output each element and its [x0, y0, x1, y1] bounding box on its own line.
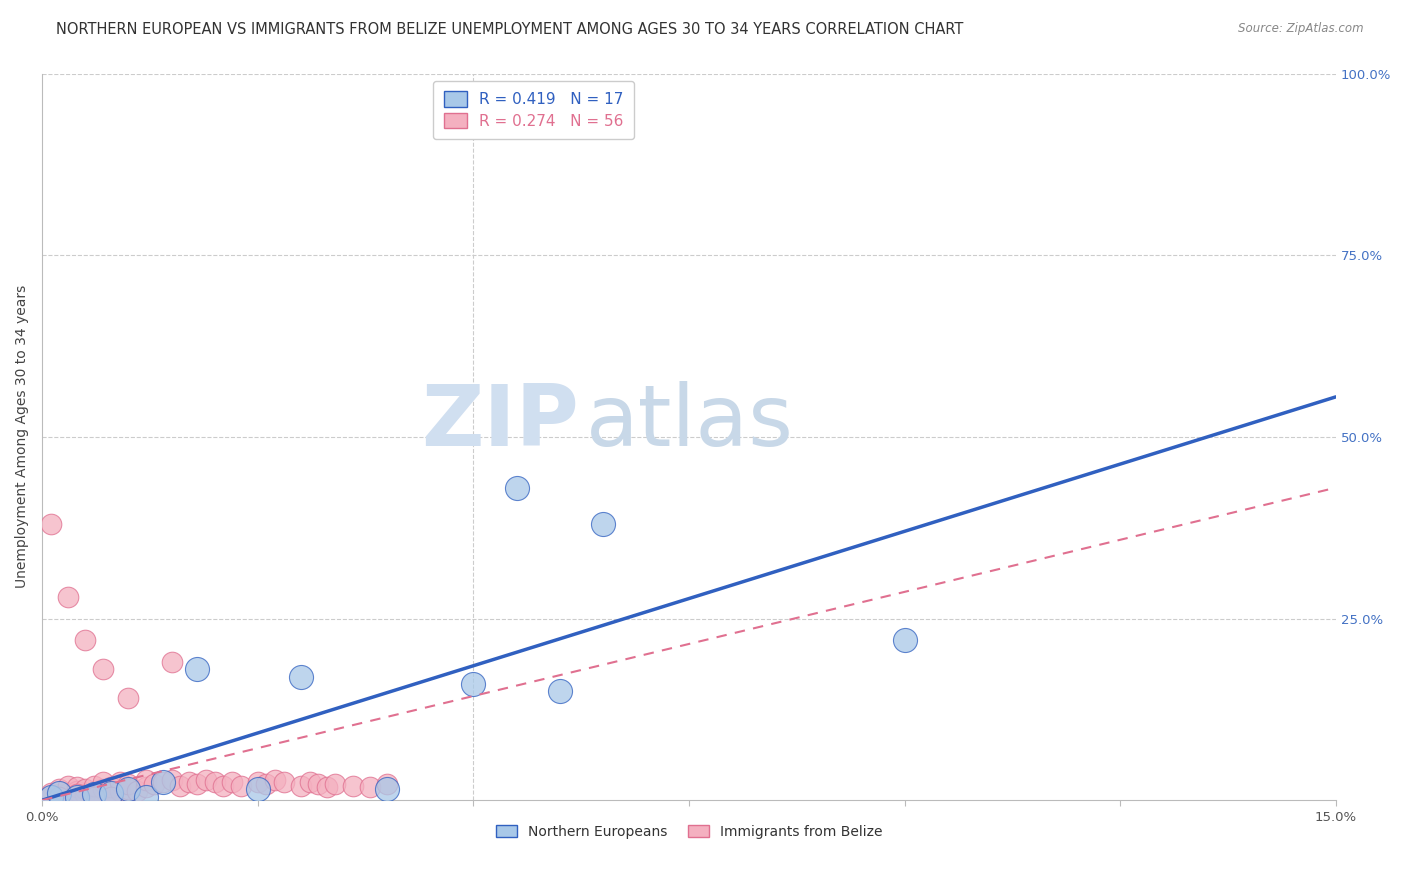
Point: [117, 777, 139, 791]
Point: [135, 780, 157, 794]
Point: [264, 772, 287, 787]
Point: [160, 655, 183, 669]
Point: [48, 788, 70, 802]
Point: [307, 777, 329, 791]
Point: [186, 662, 208, 676]
Point: [108, 775, 131, 789]
Point: [195, 772, 218, 787]
Point: [56, 786, 79, 800]
Point: [39, 786, 62, 800]
Point: [83, 789, 105, 804]
Point: [125, 784, 148, 798]
Point: [375, 782, 398, 797]
Point: [254, 777, 277, 791]
Y-axis label: Unemployment Among Ages 30 to 34 years: Unemployment Among Ages 30 to 34 years: [15, 285, 30, 589]
Point: [83, 779, 105, 793]
Point: [246, 775, 269, 789]
Point: [186, 777, 208, 791]
Text: NORTHERN EUROPEAN VS IMMIGRANTS FROM BELIZE UNEMPLOYMENT AMONG AGES 30 TO 34 YEA: NORTHERN EUROPEAN VS IMMIGRANTS FROM BEL…: [56, 22, 963, 37]
Point: [100, 789, 122, 804]
Point: [169, 779, 191, 793]
Point: [91, 662, 114, 676]
Point: [359, 780, 381, 794]
Point: [143, 777, 166, 791]
Point: [100, 780, 122, 794]
Point: [315, 780, 337, 794]
Point: [117, 782, 139, 797]
Point: [375, 777, 398, 791]
Point: [83, 786, 105, 800]
Point: [246, 782, 269, 797]
Point: [91, 775, 114, 789]
Point: [66, 789, 89, 804]
Point: [204, 775, 226, 789]
Legend: Northern Europeans, Immigrants from Belize: Northern Europeans, Immigrants from Beli…: [491, 819, 887, 844]
Text: Source: ZipAtlas.com: Source: ZipAtlas.com: [1239, 22, 1364, 36]
Point: [108, 784, 131, 798]
Point: [39, 517, 62, 532]
Point: [592, 517, 614, 532]
Point: [342, 779, 364, 793]
Point: [290, 779, 312, 793]
Point: [505, 481, 527, 495]
Point: [66, 780, 89, 794]
Point: [66, 788, 89, 802]
Text: atlas: atlas: [585, 381, 793, 464]
Point: [66, 784, 89, 798]
Point: [39, 789, 62, 804]
Point: [75, 782, 97, 797]
Point: [152, 775, 174, 789]
Point: [290, 670, 312, 684]
Point: [160, 772, 183, 787]
Point: [273, 775, 295, 789]
Point: [48, 786, 70, 800]
Point: [100, 786, 122, 800]
Point: [463, 677, 485, 691]
Point: [135, 772, 157, 787]
Point: [152, 775, 174, 789]
Point: [75, 633, 97, 648]
Point: [298, 775, 321, 789]
Point: [212, 779, 235, 793]
Point: [548, 684, 571, 698]
Point: [56, 590, 79, 604]
Point: [91, 782, 114, 797]
Point: [39, 789, 62, 804]
Point: [117, 782, 139, 797]
Point: [117, 691, 139, 706]
Point: [229, 779, 252, 793]
Point: [83, 788, 105, 802]
Point: [325, 777, 347, 791]
Point: [48, 782, 70, 797]
Point: [177, 775, 200, 789]
Point: [100, 786, 122, 800]
Point: [893, 633, 915, 648]
Point: [135, 789, 157, 804]
Point: [221, 775, 243, 789]
Point: [48, 789, 70, 804]
Point: [56, 779, 79, 793]
Point: [75, 788, 97, 802]
Text: ZIP: ZIP: [422, 381, 579, 464]
